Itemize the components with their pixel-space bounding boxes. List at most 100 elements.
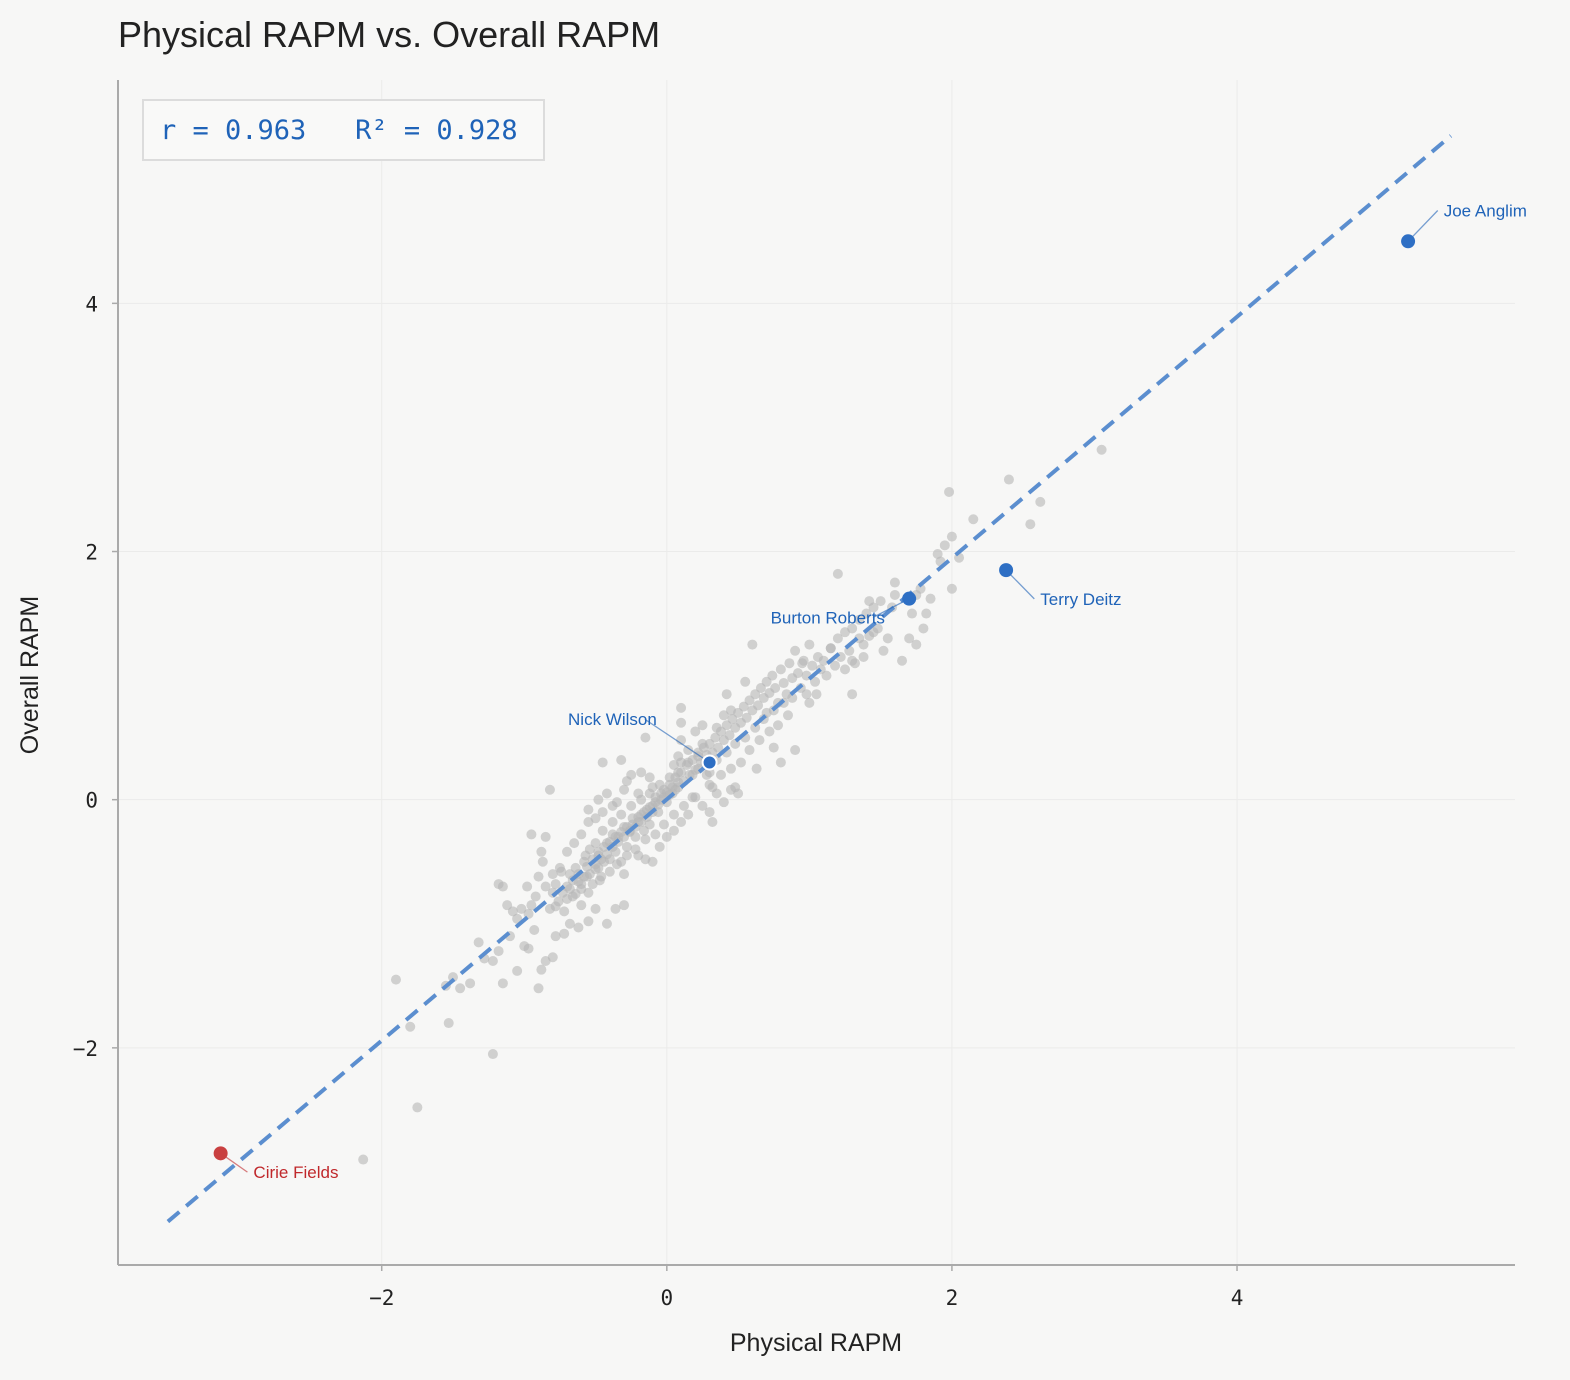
- data-point-265: [782, 710, 793, 721]
- data-point-279: [721, 689, 732, 700]
- data-point-257: [744, 745, 755, 756]
- data-point-317: [878, 645, 889, 656]
- data-point-38: [516, 903, 527, 914]
- data-point-203: [636, 767, 647, 778]
- data-point-334: [946, 583, 957, 594]
- data-point-269: [690, 726, 701, 737]
- data-point-224: [753, 700, 764, 711]
- data-point-197: [676, 817, 687, 828]
- highlight-point-burton-roberts: [902, 591, 917, 606]
- data-point-1: [412, 1102, 423, 1113]
- data-point-176: [593, 794, 604, 805]
- data-point-316: [875, 596, 886, 607]
- data-point-26: [564, 918, 575, 929]
- data-point-151: [594, 875, 605, 886]
- data-point-165: [658, 819, 669, 830]
- data-point-220: [741, 712, 752, 723]
- data-point-206: [544, 784, 555, 795]
- data-point-336: [968, 514, 979, 525]
- data-point-10: [473, 937, 484, 948]
- data-point-349: [790, 745, 801, 756]
- data-point-144: [550, 901, 561, 912]
- data-point-344: [847, 655, 858, 666]
- data-point-7: [447, 972, 458, 983]
- stats-box-frame: [142, 99, 545, 161]
- annotation-label-nick-wilson: Nick Wilson: [568, 710, 657, 729]
- data-point-312: [861, 608, 872, 619]
- data-point-49: [550, 879, 561, 890]
- data-point-36: [507, 906, 518, 917]
- data-point-263: [773, 720, 784, 731]
- data-point-353: [797, 658, 808, 669]
- data-point-356: [868, 627, 879, 638]
- points-layer: [358, 444, 1107, 1165]
- annotation-leader-nick-wilson: [644, 718, 710, 764]
- data-point-339: [1035, 496, 1046, 507]
- data-point-12: [487, 955, 498, 966]
- data-point-189: [593, 862, 604, 873]
- data-point-204: [644, 772, 655, 783]
- data-point-293: [690, 792, 701, 803]
- data-point-18: [523, 943, 534, 954]
- data-point-177: [597, 807, 608, 818]
- data-point-200: [616, 754, 627, 765]
- data-point-318: [882, 633, 893, 644]
- data-point-167: [668, 809, 679, 820]
- data-point-152: [597, 825, 608, 836]
- y-tick-label-1: 0: [85, 789, 98, 813]
- data-point-43: [533, 871, 544, 882]
- data-point-270: [697, 720, 708, 731]
- data-point-346: [864, 596, 875, 607]
- data-point-342: [847, 689, 858, 700]
- data-point-280: [676, 717, 687, 728]
- data-point-180: [611, 797, 622, 808]
- x-tick-label-1: 0: [660, 1286, 673, 1310]
- data-point-170: [683, 757, 694, 768]
- data-point-5: [443, 1018, 454, 1029]
- chart-title: Physical RAPM vs. Overall RAPM: [118, 14, 660, 55]
- data-point-157: [621, 850, 632, 861]
- data-point-186: [562, 846, 573, 857]
- x-axis-label: Physical RAPM: [730, 1329, 902, 1357]
- data-point-117: [601, 849, 612, 860]
- data-point-205: [640, 732, 651, 743]
- fit-line: [166, 134, 1453, 1224]
- stats-text: r = 0.963 R² = 0.928: [160, 115, 518, 146]
- data-point-285: [768, 742, 779, 753]
- data-point-326: [918, 623, 929, 634]
- data-point-13: [493, 946, 504, 957]
- data-point-253: [725, 763, 736, 774]
- annotation-label-cirie-fields: Cirie Fields: [253, 1163, 338, 1182]
- fit-line-layer: [166, 134, 1453, 1224]
- data-point-190: [619, 869, 630, 880]
- data-point-286: [775, 757, 786, 768]
- data-point-296: [725, 784, 736, 795]
- data-point-173: [576, 829, 587, 840]
- data-point-267: [676, 735, 687, 746]
- data-point-20: [533, 983, 544, 994]
- data-point-185: [569, 838, 580, 849]
- highlight-layer: Joe Anglim Terry Deitz Burton Roberts Nick …: [213, 201, 1527, 1182]
- annotation-label-burton-roberts: Burton Roberts: [771, 608, 885, 627]
- data-point-210: [713, 742, 724, 753]
- axes-layer: −2 0 2 4 −2 0 2 4: [73, 80, 1515, 1310]
- data-point-181: [619, 784, 630, 795]
- data-point-46: [540, 881, 551, 892]
- data-point-338: [1025, 519, 1036, 530]
- x-tick-label-0: −2: [369, 1286, 394, 1310]
- data-point-3: [390, 974, 401, 985]
- data-point-261: [764, 726, 775, 737]
- highlight-point-joe-anglim: [1401, 234, 1416, 249]
- data-point-308: [847, 623, 858, 634]
- data-point-328: [925, 593, 936, 604]
- data-point-194: [654, 841, 665, 852]
- data-point-343: [840, 664, 851, 675]
- data-point-276: [711, 722, 722, 733]
- data-point-4: [405, 1021, 416, 1032]
- grid-layer: [118, 80, 1515, 1265]
- data-point-154: [607, 817, 618, 828]
- data-point-214: [724, 730, 735, 741]
- data-point-331: [939, 540, 950, 551]
- data-point-327: [921, 608, 932, 619]
- data-point-337: [1003, 474, 1014, 485]
